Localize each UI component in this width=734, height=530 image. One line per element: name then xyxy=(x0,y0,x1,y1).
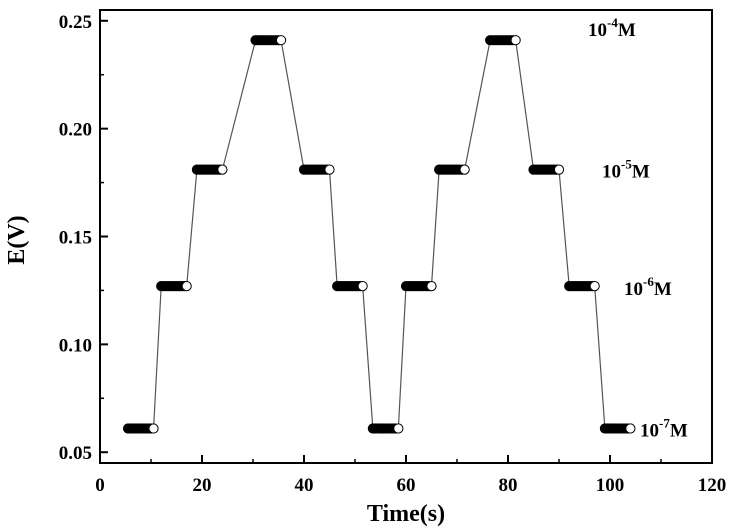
concentration-unit: M xyxy=(670,420,688,441)
data-point xyxy=(426,281,437,292)
y-tick-label: 0.20 xyxy=(59,120,92,141)
y-tick-label: 0.10 xyxy=(59,335,92,356)
axes-layer xyxy=(99,9,713,464)
data-point xyxy=(275,35,287,46)
data-point xyxy=(589,281,600,292)
x-axis-ticks: 0 20 40 60 80 100 120 xyxy=(95,455,726,496)
y-tick-label: 0.05 xyxy=(59,443,92,464)
data-point xyxy=(510,35,521,46)
x-tick-label: 120 xyxy=(698,475,727,496)
x-tick-label: 100 xyxy=(596,475,625,496)
concentration-exponent: -7 xyxy=(659,415,670,430)
data-point xyxy=(217,164,228,175)
x-tick-label: 20 xyxy=(193,475,212,496)
data-point xyxy=(357,281,368,292)
y-axis-ticks: 0.05 0.10 0.15 0.20 0.25 xyxy=(59,12,108,464)
concentration-label: 10-6M xyxy=(624,274,672,300)
data-point xyxy=(625,423,636,434)
concentration-exponent: -5 xyxy=(621,157,632,172)
concentration-label: 10-4M xyxy=(588,15,636,41)
data-point xyxy=(148,423,159,434)
concentration-exponent: -6 xyxy=(643,274,654,289)
concentration-base: 10 xyxy=(588,20,607,41)
concentration-label: 10-7M xyxy=(640,415,688,441)
concentration-base: 10 xyxy=(640,420,659,441)
concentration-exponent: -4 xyxy=(607,15,618,30)
data-point xyxy=(459,164,470,175)
x-tick-label: 60 xyxy=(397,475,416,496)
x-tick-label: 40 xyxy=(295,475,314,496)
y-axis-title: E(V) xyxy=(4,215,30,264)
x-axis-title: Time(s) xyxy=(367,501,445,527)
concentration-label: 10-5M xyxy=(602,157,650,183)
data-point xyxy=(393,423,404,434)
y-tick-label: 0.25 xyxy=(59,12,92,33)
data-point xyxy=(324,164,335,175)
y-tick-label: 0.15 xyxy=(59,228,92,249)
concentration-unit: M xyxy=(632,162,650,183)
plot-frame xyxy=(99,9,713,464)
x-tick-label: 0 xyxy=(95,475,105,496)
data-point xyxy=(553,164,565,175)
x-tick-label: 80 xyxy=(499,475,518,496)
concentration-unit: M xyxy=(654,279,672,300)
plot-layer xyxy=(122,35,636,434)
concentration-base: 10 xyxy=(624,279,643,300)
data-point xyxy=(181,281,192,292)
series-line xyxy=(128,39,631,430)
concentration-unit: M xyxy=(618,20,636,41)
concentration-base: 10 xyxy=(602,162,621,183)
